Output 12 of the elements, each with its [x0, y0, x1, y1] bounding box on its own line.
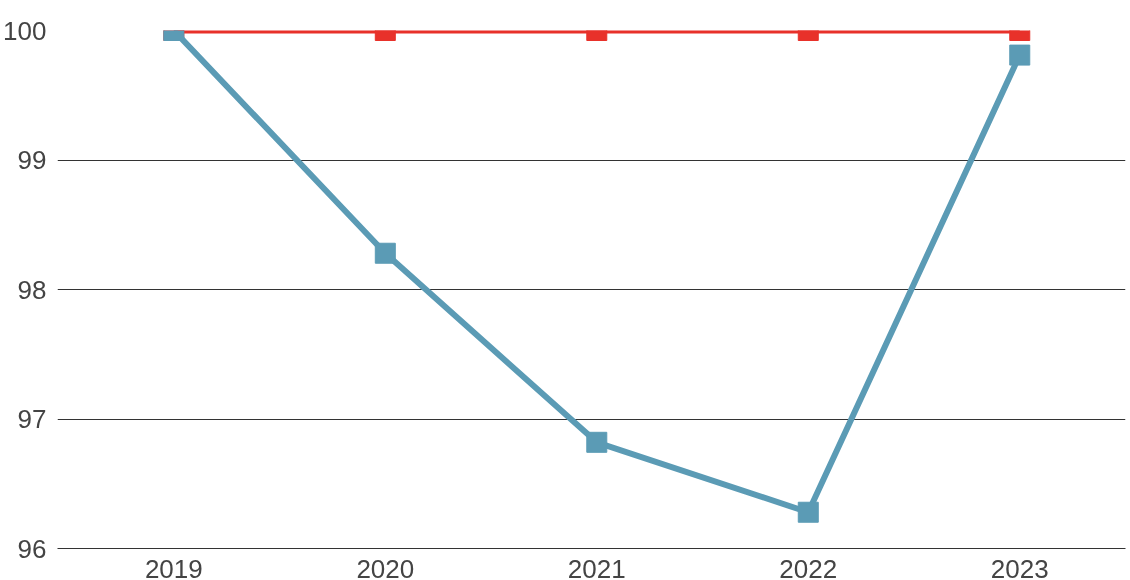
x-tick-label: 2020: [356, 553, 415, 580]
point: [586, 431, 608, 453]
x-tick-label: 2022: [779, 553, 838, 580]
x-tick-label: 2019: [144, 553, 203, 580]
y-tick-label: 98: [17, 274, 47, 305]
x-tick-label: 2021: [567, 553, 626, 580]
point: [797, 501, 819, 523]
y-tick-label: 97: [17, 404, 47, 434]
y-tick-label: 96: [17, 533, 47, 564]
y-tick-label: 100: [3, 15, 47, 46]
x-tick-label: 2023: [990, 553, 1049, 580]
y-tick-label: 99: [17, 145, 47, 175]
